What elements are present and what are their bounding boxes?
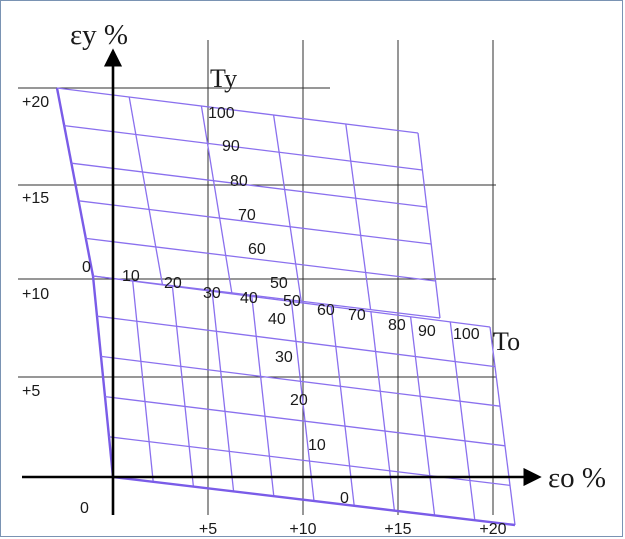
net-line-to-100-lower [489,326,516,526]
ty-value-label: 50 [283,293,301,310]
ty-value-label: 0 [340,490,349,507]
net-line-to-20-lower [171,286,195,487]
to-value-label: 70 [348,307,366,324]
ty-value-label: 90 [222,138,240,155]
y-tick-label: +15 [22,190,49,207]
net-line-to-30-lower [211,291,235,492]
ty-value-label: 100 [208,105,235,122]
to-family-label: To [493,327,520,356]
to-value-label: 80 [388,317,406,334]
net-line-to-0-lower [91,275,115,478]
x-tick-label: +15 [384,521,411,538]
net-line-to-40-upper [345,123,372,310]
net-line-to-50-upper [417,132,441,319]
net-line-to-40-lower [251,296,275,497]
y-tick-labels: +5 +10 +15 +20 [22,94,49,400]
net-line-to-80-lower [409,316,436,516]
net-line-to-10-lower [132,281,154,482]
net-line-to-50-lower [290,301,315,502]
to-value-label: 20 [164,275,182,292]
to-value-label: 10 [122,268,140,285]
to-value-label: 30 [203,285,221,302]
net-line-ty-70-upper [78,200,432,245]
ty-value-label: 80 [230,173,248,190]
net-line-to-20-upper [200,105,233,293]
net-line-to-30-upper [272,114,302,302]
x-axis-label: εo % [548,462,606,494]
net-line-ty-80-upper [71,162,427,208]
axes [22,48,542,515]
net-line-ty-40-lower [96,315,496,368]
x-tick-label: +20 [479,521,506,538]
net-line-ty-50-upper [92,275,441,319]
net-line-ty-0-lower [112,475,516,527]
x-tick-label: +10 [289,521,316,538]
to-value-label: 0 [82,259,91,276]
to-value-label: 90 [418,323,436,340]
net-line-ty-100-upper [56,87,419,134]
ty-family-label: Ty [210,64,237,93]
net-line-ty-20-lower [104,395,506,447]
y-tick-label: +5 [22,383,40,400]
net-line-to-10-upper [128,96,164,285]
net-line-to-70-lower [370,311,396,511]
y-tick-label: +20 [22,94,49,111]
x-tick-label: +5 [199,521,217,538]
nomogram-net [55,87,516,527]
ty-value-label: 30 [275,349,293,366]
net-line-to-0-upper [55,87,95,277]
y-axis-label: εy % [70,19,128,51]
origin-label: 0 [80,500,89,517]
grid [18,40,496,515]
y-tick-label: +10 [22,286,49,303]
ty-value-label: 70 [238,207,256,224]
net-line-to-90-lower [449,321,476,521]
to-value-label: 60 [317,302,335,319]
to-value-label: 40 [240,290,258,307]
net-line-ty-60-upper [85,237,436,282]
net-line-to-60-lower [330,306,355,506]
ty-value-label: 40 [268,311,286,328]
x-tick-labels: +5 +10 +15 +20 [199,521,507,538]
ty-value-label: 60 [248,241,266,258]
net-line-ty-90-upper [64,124,423,171]
to-value-label: 100 [453,326,480,343]
ty-value-label: 20 [290,392,308,409]
to-value-label: 50 [270,275,288,292]
ty-value-label: 10 [308,437,326,454]
net-line-ty-30-lower [100,355,501,407]
